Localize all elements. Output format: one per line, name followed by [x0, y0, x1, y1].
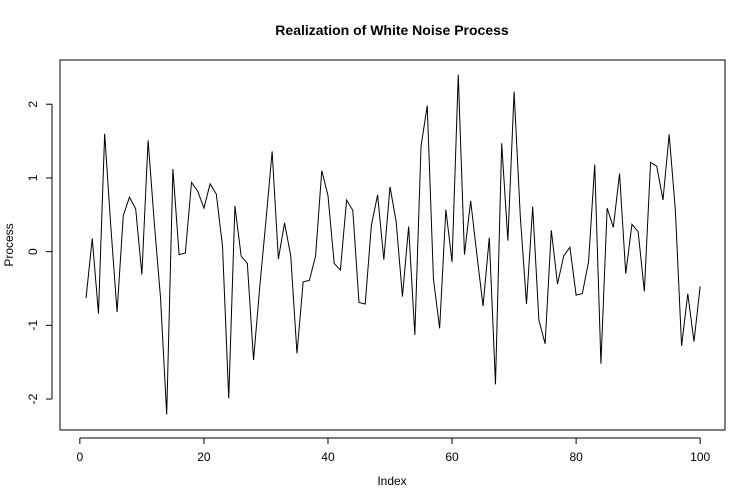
y-tick-label: 1: [26, 174, 40, 181]
x-axis: 0 20 40 60 80 100: [77, 437, 711, 464]
series-line: [85, 74, 701, 415]
y-axis: -2 -1 0 1 2: [26, 101, 53, 404]
y-axis-label: Process: [2, 223, 16, 266]
x-tick-label: 80: [569, 450, 583, 464]
plot-frame: [59, 59, 726, 431]
y-tick-label: 0: [26, 248, 40, 255]
x-tick-label: 20: [197, 450, 211, 464]
y-tick-label: 2: [26, 101, 40, 108]
x-tick-label: 0: [77, 450, 84, 464]
x-tick-label: 100: [690, 450, 710, 464]
y-tick-label: -1: [26, 320, 40, 331]
x-axis-label: Index: [377, 474, 406, 488]
chart-title: Realization of White Noise Process: [275, 22, 509, 38]
y-tick-label: -2: [26, 393, 40, 404]
x-tick-label: 60: [445, 450, 459, 464]
x-tick-label: 40: [321, 450, 335, 464]
